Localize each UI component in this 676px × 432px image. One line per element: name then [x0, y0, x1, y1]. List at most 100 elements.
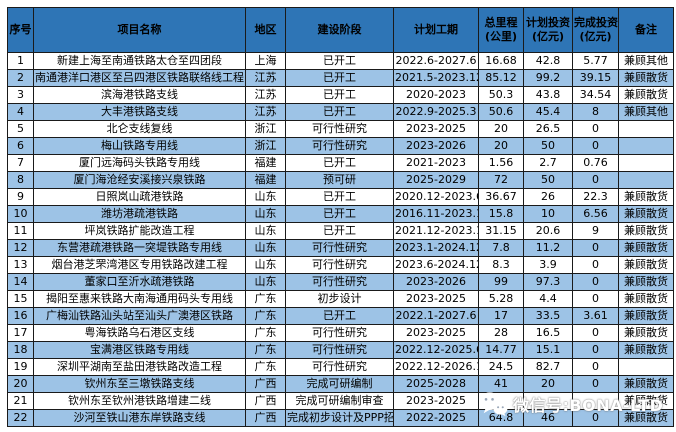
table-cell: 17	[478, 307, 524, 325]
table-cell: 2022.1-2027.6	[393, 307, 479, 325]
table-cell: 日照岚山疏港铁路	[33, 188, 246, 206]
table-cell: 宝满港区铁路专用线	[33, 341, 246, 359]
table-cell: 10	[7, 205, 34, 223]
table-cell: 董家口至沂水疏港铁路	[33, 273, 246, 291]
table-cell: 22	[7, 409, 34, 427]
col-header-label: 序号	[9, 23, 32, 37]
table-cell: 山东	[245, 188, 286, 206]
table-cell: 广东	[245, 324, 286, 342]
table-cell: 可行性研究	[285, 341, 394, 359]
table-cell: 0	[572, 239, 619, 257]
col-header-label: 计划投资	[526, 16, 570, 30]
table-cell	[618, 358, 674, 376]
table-cell: 2023-2025	[393, 324, 479, 342]
table-cell: 5.77	[572, 52, 619, 70]
table-cell: 揭阳至惠来铁路大南海通用码头专用线	[33, 290, 246, 308]
table-cell: 19	[7, 358, 34, 376]
table-cell: 8.3	[478, 256, 524, 274]
table-cell: 预可研	[285, 171, 394, 189]
table-row: 12 东营港疏港铁路一突堤铁路专用线 山东 可行性研究 2023.1-2024.12 7.…	[7, 239, 674, 257]
table-cell	[618, 137, 674, 155]
table-cell: 2.7	[523, 154, 573, 172]
table-cell: 31.15	[478, 222, 524, 240]
table-cell: 0	[572, 273, 619, 291]
table-cell: 可行性研究	[285, 358, 394, 376]
table-cell: 兼顾其他	[618, 52, 674, 70]
table-cell: 兼顾散货	[618, 222, 674, 240]
table-cell: 0	[572, 171, 619, 189]
table-cell: 已开工	[285, 69, 394, 87]
table-cell: 潍坊港疏港铁路	[33, 205, 246, 223]
table-cell: 0	[572, 324, 619, 342]
table-cell: 33.5	[523, 307, 573, 325]
table-cell: 2023.6-2024.12	[393, 256, 479, 274]
table-cell: 2023.1-2024.12	[393, 239, 479, 257]
table-cell: 9	[572, 222, 619, 240]
table-cell: 2023-2025	[393, 392, 479, 410]
table-cell: 福建	[245, 171, 286, 189]
table-body: 1 新建上海至南通铁路太仓至四团段 上海 已开工 2022.6-2027.6 16.68 4…	[7, 52, 674, 427]
col-header-total-mileage: 总里程 (公里)	[478, 7, 524, 53]
table-cell: 山东	[245, 256, 286, 274]
table-cell: 坪岚铁路扩能改造工程	[33, 222, 246, 240]
table-cell: 2021.12-2023.12	[393, 222, 479, 240]
table-cell: 浙江	[245, 137, 286, 155]
table-cell: 39.15	[572, 69, 619, 87]
table-cell: 兼顾散货	[618, 188, 674, 206]
table-cell: 东营港疏港铁路一突堤铁路专用线	[33, 239, 246, 257]
col-header-project-name: 项目名称	[33, 7, 246, 53]
table-cell: 广东	[245, 290, 286, 308]
table-cell: 已开工	[285, 103, 394, 121]
table-cell: 97.3	[523, 273, 573, 291]
table-cell: 已开工	[285, 307, 394, 325]
table-cell: 上海	[245, 52, 286, 70]
col-header-construction-stage: 建设阶段	[285, 7, 394, 53]
table-cell: 64.8	[478, 409, 524, 427]
table-cell: 2021.5-2023.12	[393, 69, 479, 87]
col-header-planned-investment: 计划投资 (亿元)	[523, 7, 573, 53]
table-cell: 7	[7, 154, 34, 172]
table-cell: 兼顾散货	[618, 205, 674, 223]
table-cell: 4	[7, 103, 34, 121]
table-cell: 50.6	[478, 103, 524, 121]
table-cell: 11.2	[523, 239, 573, 257]
col-header-region: 地区	[245, 7, 286, 53]
col-header-label: 建设阶段	[317, 23, 362, 37]
table-row: 17 粤海铁路乌石港区支线 广东 可行性研究 2023-2025 28 16.5 0 兼顾散货	[7, 324, 674, 342]
table-cell: 广西	[245, 409, 286, 427]
table-cell: 99	[478, 273, 524, 291]
table-cell: 2022.9-2025.3	[393, 103, 479, 121]
table-cell: 厦门远海码头铁路专用线	[33, 154, 246, 172]
table-cell: 0	[572, 256, 619, 274]
table-cell: 16.68	[478, 52, 524, 70]
table-header: 序号 项目名称 地区 建设阶段 计划工期 总里程 (公里) 计划投资 (亿元) …	[7, 7, 674, 53]
table-cell: 14.77	[478, 341, 524, 359]
table-cell: 厦门海沧经安溪接兴泉铁路	[33, 171, 246, 189]
table-cell: 江苏	[245, 69, 286, 87]
table-cell: 0	[572, 375, 619, 393]
table-cell: 42.8	[523, 52, 573, 70]
table-cell: 广梅汕铁路汕头站至汕头广澳港区铁路	[33, 307, 246, 325]
table-cell: 41	[478, 375, 524, 393]
table-cell: 2	[7, 69, 34, 87]
col-header-planned-period: 计划工期	[393, 7, 479, 53]
table-cell: 22.3	[572, 188, 619, 206]
table-cell: 可行性研究	[285, 239, 394, 257]
table-cell: 0	[572, 409, 619, 427]
table-cell: 50	[523, 171, 573, 189]
table-cell: 广西	[245, 375, 286, 393]
table-cell: 2022.6-2027.6	[393, 52, 479, 70]
table-cell: 0	[572, 290, 619, 308]
col-header-unit: (亿元)	[579, 30, 612, 43]
table-row: 19深圳平湖南至盐田港铁路改造工程广东可行性研究2022.12-2026.122…	[7, 358, 674, 376]
table-cell: 21	[7, 392, 34, 410]
table-cell: 5	[7, 120, 34, 138]
table-cell	[618, 171, 674, 189]
projects-table: 序号 项目名称 地区 建设阶段 计划工期 总里程 (公里) 计划投资 (亿元) …	[7, 7, 674, 427]
table-cell: 兼顾散货	[618, 307, 674, 325]
table-cell: 兼顾散货	[618, 290, 674, 308]
table-cell: 山东	[245, 273, 286, 291]
table-cell: 2020-2023	[393, 86, 479, 104]
table-cell: 烟台港芝罘湾港区专用铁路改建工程	[33, 256, 246, 274]
table-cell: 2023-2025	[393, 290, 479, 308]
